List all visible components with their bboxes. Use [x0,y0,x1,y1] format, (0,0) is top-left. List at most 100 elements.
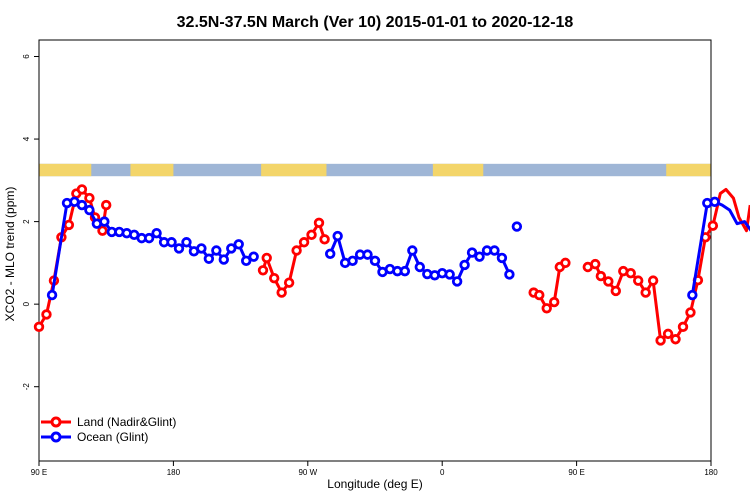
y-tick-label: 0 [22,301,31,306]
data-point [291,245,302,256]
series-line [261,221,327,295]
data-point [76,184,88,195]
y-tick-label: 4 [22,136,31,141]
data-point [362,249,373,260]
data-point [313,217,325,229]
data-point [46,289,58,301]
data-point [685,307,696,318]
data-point [709,196,720,207]
chart-title: 32.5N-37.5N March (Ver 10) 2015-01-01 to… [177,14,574,31]
x-tick-label: 90 W [298,468,317,477]
data-point [63,219,75,231]
data-point [233,239,244,250]
data-point [459,259,470,271]
data-point [218,254,229,265]
data-point [211,245,222,256]
data-point [261,252,272,264]
legend-ocean-marker [50,431,62,443]
data-point [504,269,515,280]
data-point [707,220,719,231]
data-point [166,237,177,248]
data-point [196,243,207,254]
data-point [647,275,659,286]
x-axis: 90 E 180 90 W 0 90 E 180 [31,461,718,477]
surface-band-land-3 [432,163,484,177]
data-point [560,257,571,269]
data-point [541,303,552,314]
data-point [549,296,560,308]
data-point [466,247,478,258]
data-point [306,229,317,241]
data-point [151,227,162,239]
data-point [276,287,287,298]
data-point [181,237,192,248]
data-point [633,275,644,286]
x-tick-label: 0 [440,468,445,477]
x-axis-label: Longitude (deg E) [327,477,422,491]
data-point [33,321,45,333]
data-point [248,251,259,262]
data-point [489,245,500,256]
data-point [474,251,485,262]
data-point [283,277,295,288]
data-point [610,285,621,297]
data-point [100,199,112,211]
data-point [625,268,636,279]
data-point [662,328,674,340]
data-point [203,253,215,264]
series-line [50,200,255,296]
data-point [496,252,508,264]
surface-band-land-0 [39,163,92,177]
data-point [655,335,666,346]
data-point [670,334,681,345]
data-point [687,289,698,301]
x-tick-label: 90 E [568,468,584,477]
series-line [587,187,750,342]
y-axis-label: XCO2 - MLO trend (ppm) [3,187,17,322]
data-point [97,225,108,236]
data-point [511,221,523,232]
series-line [37,187,108,328]
x-tick-label: 180 [704,468,718,477]
data-point [319,234,330,245]
data-point [84,204,95,216]
data-point [451,276,463,287]
surface-band-land-2 [261,163,327,177]
data-point [603,276,614,287]
y-tick-label: 6 [22,54,31,59]
data-point [332,230,343,242]
data-point [590,258,601,270]
data-point [99,216,110,227]
data-point [414,261,425,273]
legend: Land (Nadir&Glint) Ocean (Glint) [41,415,176,444]
data-point [534,289,545,301]
surface-band-land-1 [130,163,174,177]
data-point [677,321,689,333]
data-point [595,270,607,282]
data-point [444,269,455,280]
y-axis: -2 0 2 4 6 [22,54,39,390]
x-tick-label: 180 [167,468,181,477]
data-point [76,199,88,211]
surface-band-ocean [39,163,711,177]
y-tick-label: 2 [22,219,31,224]
x-tick-label: 90 E [31,468,47,477]
data-point [240,255,252,267]
legend-land-marker [50,416,62,428]
data-point [173,243,185,254]
data-point [257,265,269,276]
surface-band-land-4 [666,163,711,177]
data-point [325,248,336,260]
data-point [347,255,358,267]
series-layer [33,184,750,346]
data-point [226,243,237,254]
data-point [269,272,280,284]
plot-frame [38,39,712,462]
data-point [369,255,381,267]
surface-band [39,163,711,177]
data-point [298,237,310,248]
data-point [407,245,418,256]
legend-ocean-label: Ocean (Glint) [77,430,148,444]
legend-land-label: Land (Nadir&Glint) [77,415,176,429]
